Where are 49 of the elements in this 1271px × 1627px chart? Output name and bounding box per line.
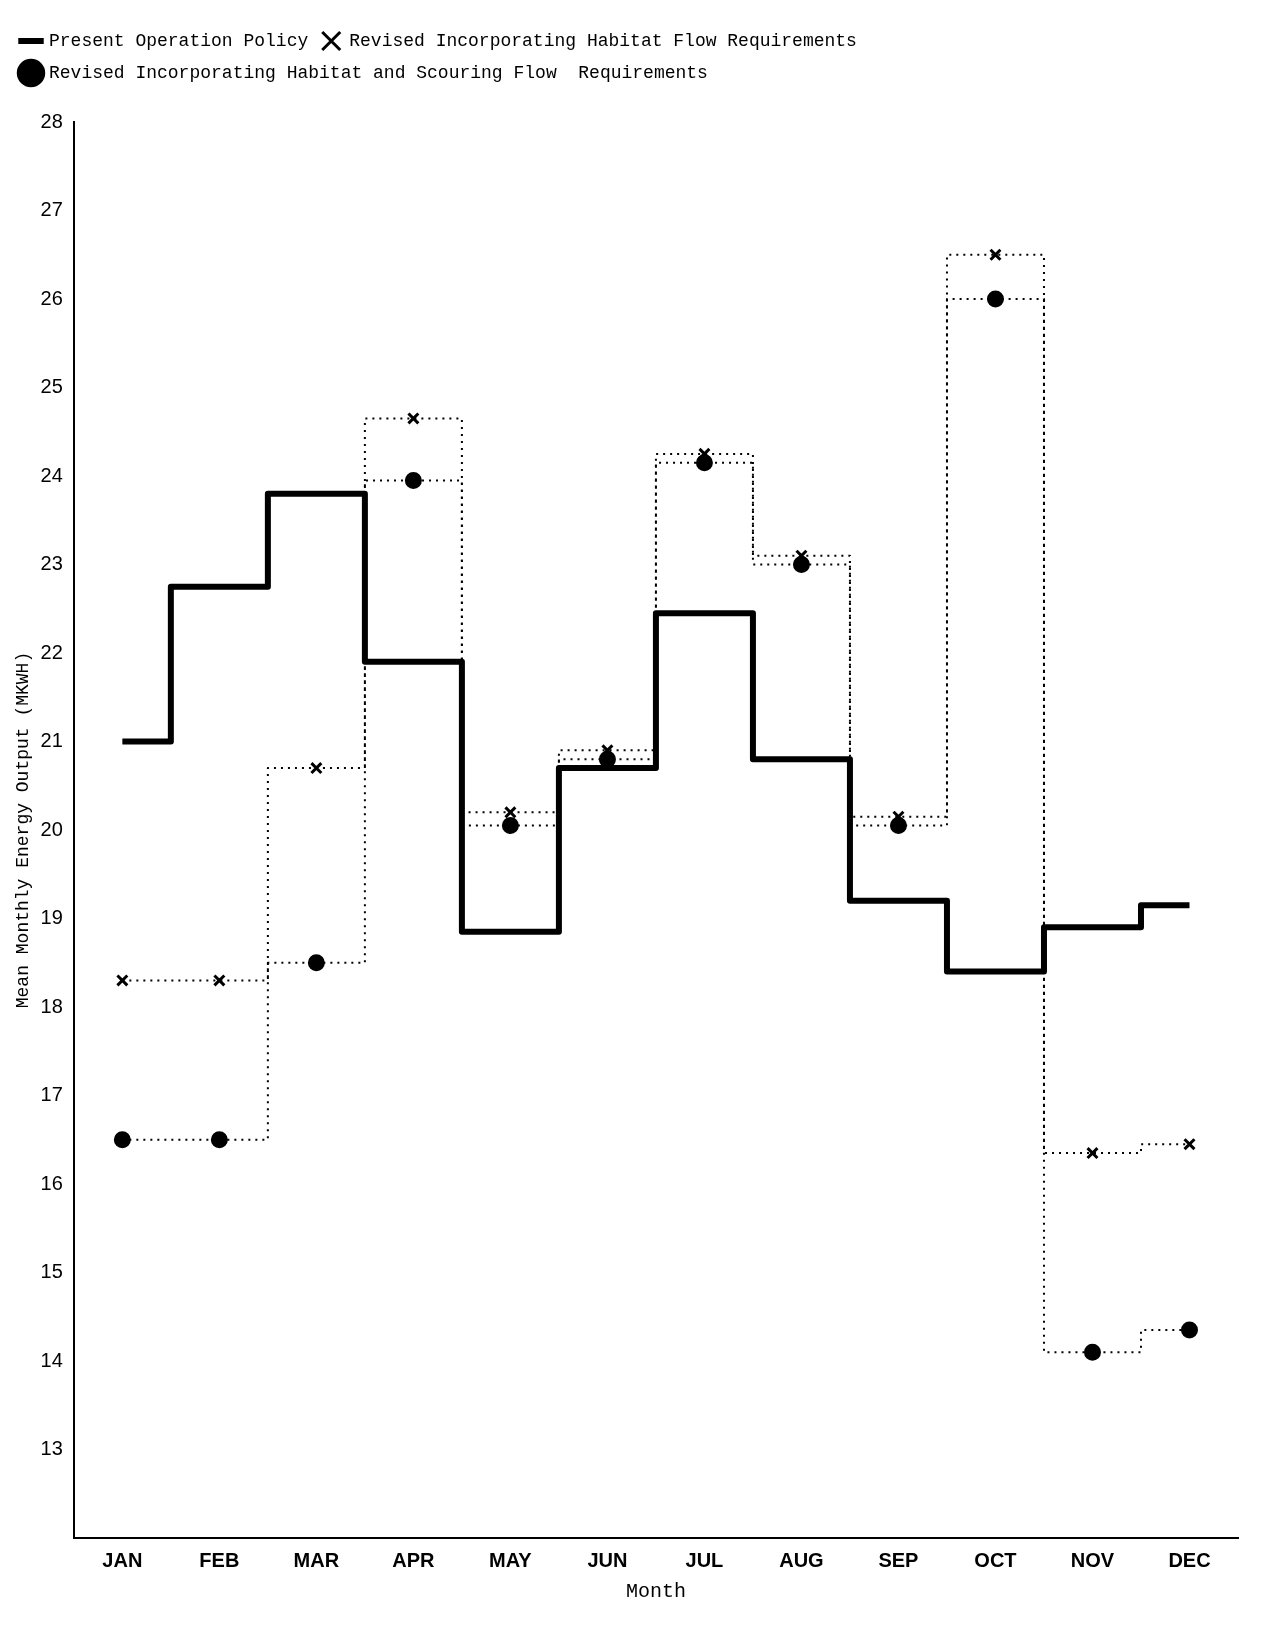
y-tick-label: 21 — [40, 729, 63, 752]
y-tick-label: 14 — [40, 1348, 63, 1371]
y-tick-label: 28 — [40, 109, 63, 132]
x-tick-label: OCT — [974, 1548, 1017, 1571]
y-tick-label: 25 — [40, 375, 63, 398]
point — [210, 1131, 228, 1149]
x-tick-label: FEB — [199, 1548, 240, 1571]
x-tick-label: MAR — [293, 1548, 340, 1571]
legend-label: Revised Incorporating Habitat Flow Requirements — [349, 30, 857, 51]
x-tick-label: NOV — [1070, 1548, 1115, 1571]
y-tick-label: 18 — [40, 994, 63, 1017]
point — [1086, 1146, 1099, 1160]
y-tick-label: 19 — [40, 906, 63, 929]
x-tick-label: SEP — [878, 1548, 919, 1571]
point — [986, 290, 1004, 308]
point — [1180, 1321, 1198, 1339]
x-tick-label: JAN — [102, 1548, 143, 1571]
point — [989, 248, 1002, 262]
y-tick-label: 16 — [40, 1171, 63, 1194]
point — [115, 974, 129, 987]
point — [501, 817, 519, 835]
y-tick-label: 27 — [40, 198, 63, 221]
y-tick-label: 13 — [40, 1437, 63, 1460]
point — [1083, 1343, 1101, 1361]
point — [113, 1131, 131, 1149]
y-tick-label: 23 — [40, 552, 63, 575]
x-tick-label: JUN — [587, 1548, 628, 1571]
y-tick-label: 22 — [40, 640, 63, 663]
point — [309, 761, 323, 775]
legend-label: Present Operation Policy — [49, 30, 309, 51]
y-tick-label: 20 — [40, 817, 63, 840]
x-tick-label: DEC — [1168, 1548, 1211, 1571]
y-tick-label: 17 — [40, 1083, 63, 1106]
y-tick-label: 24 — [40, 463, 63, 486]
point — [212, 974, 226, 987]
x-tick-label: AUG — [779, 1548, 824, 1571]
x-tick-label: JUL — [685, 1548, 724, 1571]
y-tick-label: 26 — [40, 286, 63, 309]
point — [404, 471, 422, 489]
legend-label: Revised Incorporating Habitat and Scouring Flow Requirements — [49, 62, 708, 83]
x-tick-label: MAY — [489, 1548, 533, 1571]
y-axis-title: Mean Monthly Energy Output (MKWH) — [12, 651, 33, 1009]
point — [1183, 1137, 1196, 1151]
x-tick-label: APR — [392, 1548, 436, 1571]
point — [406, 412, 420, 425]
point — [307, 954, 325, 972]
x-axis-title: Month — [625, 1580, 686, 1604]
point — [503, 805, 517, 819]
y-tick-label: 15 — [40, 1260, 63, 1283]
